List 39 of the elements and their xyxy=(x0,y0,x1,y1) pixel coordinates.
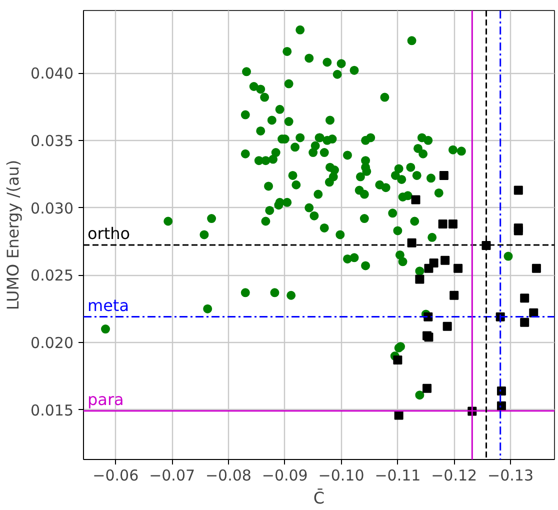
ref-line-label: para xyxy=(88,390,124,409)
y-axis-title: LUMO Energy /(au) xyxy=(4,160,23,310)
point xyxy=(532,264,541,273)
point xyxy=(448,219,458,228)
point xyxy=(393,356,402,365)
y-tick-label: 0.040 xyxy=(30,64,74,83)
point xyxy=(439,170,448,180)
x-axis-title: C̄ xyxy=(313,488,325,508)
point xyxy=(440,256,450,265)
point xyxy=(514,226,523,236)
point xyxy=(520,294,530,303)
x-tick-label: −0.10 xyxy=(318,466,364,484)
point xyxy=(514,186,523,195)
point xyxy=(450,290,459,300)
point xyxy=(422,384,432,393)
x-tick-label: −0.09 xyxy=(262,466,308,484)
point xyxy=(496,401,506,410)
x-tick-label: −0.11 xyxy=(374,466,421,484)
point xyxy=(438,219,448,228)
x-tick-label: −0.12 xyxy=(431,466,478,484)
y-tick-label: 0.015 xyxy=(30,401,74,420)
point xyxy=(415,274,424,284)
point xyxy=(454,264,463,273)
point xyxy=(429,258,438,268)
x-tick-label: −0.13 xyxy=(488,466,534,484)
ref-line-label: meta xyxy=(88,296,130,315)
x-tick-label: −0.08 xyxy=(205,466,252,484)
y-tick-label: 0.020 xyxy=(30,334,74,352)
y-tick-label: 0.025 xyxy=(30,266,74,285)
x-tick-label: −0.06 xyxy=(92,466,139,484)
point xyxy=(496,386,506,396)
y-tick-label: 0.035 xyxy=(30,132,74,150)
point xyxy=(411,195,420,204)
ref-line-label: ortho xyxy=(88,224,130,243)
point xyxy=(394,410,404,420)
y-tick-label: 0.030 xyxy=(30,199,74,218)
point xyxy=(442,322,452,331)
point xyxy=(520,318,530,327)
x-tick-label: −0.07 xyxy=(149,466,196,484)
